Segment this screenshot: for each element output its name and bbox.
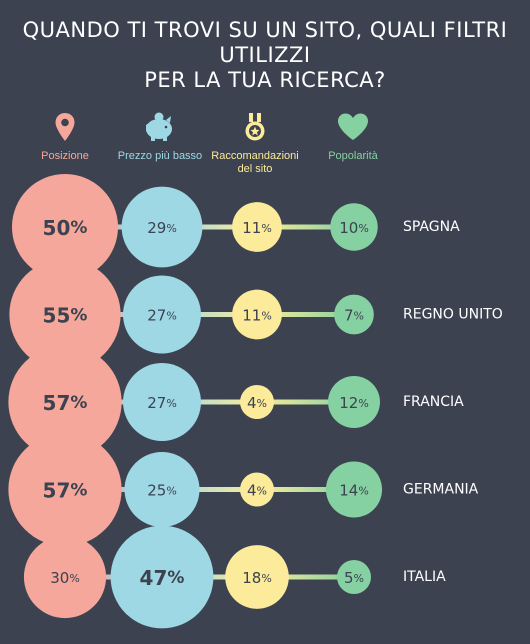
bubble-value-label: 29% [147,219,177,237]
bubble [325,461,383,518]
bubble [8,345,122,459]
piggy-bank-icon [146,112,172,141]
bubble [337,560,371,594]
bubble [124,452,200,527]
connector-line [65,399,354,405]
bubble-value-label: 14% [339,482,369,500]
connector-line [65,312,354,317]
location-pin-icon [55,113,75,141]
title-line-2: PER LA TUA RICERCA? [144,68,386,92]
bubble-value-label: 18% [242,569,272,587]
country-label: ITALIA [403,569,446,585]
bubble-value-label: 27% [147,307,177,325]
country-label: FRANCIA [403,394,464,410]
bubble [330,203,378,251]
bubble-value-label: 5% [344,569,364,587]
bubble-value-label: 57% [43,479,88,503]
bubble-value-label: 47% [140,566,185,590]
medal-icon [245,113,265,141]
connector-line [65,487,354,492]
bubble-value-label: 12% [339,394,369,412]
bubble-value-label: 27% [147,394,177,412]
legend-label-raccomandazioni-2: del sito [237,163,273,175]
bubble [11,173,119,281]
connector-line [65,224,354,230]
heart-icon [338,113,368,140]
bubble-value-label: 4% [247,482,267,500]
bubble [8,432,122,547]
bubble-value-label: 50% [43,216,88,240]
bubble [123,363,201,441]
bubble [328,376,380,428]
chart-title: QUANDO TI TROVI SU UN SITO, QUALI FILTRI… [0,18,530,93]
country-label: SPAGNA [403,219,460,235]
bubble [9,258,121,371]
legend-label-raccomandazioni-1: Raccomandazioni [211,150,299,162]
bubble [232,289,282,340]
bubble [232,202,282,252]
country-label: GERMANIA [403,482,479,498]
bubble-value-label: 11% [242,219,272,237]
bubble [240,472,274,507]
bubble-value-label: 7% [344,307,364,325]
bubble-value-label: 55% [43,304,88,328]
legend-label-posizione: Posizione [41,150,89,162]
title-line-1: QUANDO TI TROVI SU UN SITO, QUALI FILTRI… [22,18,508,67]
bubble-value-label: 57% [43,391,88,415]
legend-raccomandazioni: Raccomandazioni del sito [200,112,310,176]
bubble [225,545,289,609]
legend-popolarita: Popolarità [298,112,408,163]
bubble-value-label: 30% [50,569,80,587]
country-label: REGNO UNITO [403,307,503,323]
bubble [240,385,274,419]
bubble-value-label: 11% [242,307,272,325]
legend-label-prezzo: Prezzo più basso [117,150,203,162]
bubble [121,186,203,268]
legend-posizione: Posizione [10,112,120,163]
bubble [123,275,201,354]
bubble-value-label: 25% [147,482,177,500]
bubble [110,525,214,629]
bubble-value-label: 10% [339,219,369,237]
bubble-value-label: 4% [247,394,267,412]
bubble [334,294,374,335]
bubble [23,535,107,619]
legend-prezzo: Prezzo più basso [105,112,215,163]
legend-label-popolarita: Popolarità [328,150,378,162]
